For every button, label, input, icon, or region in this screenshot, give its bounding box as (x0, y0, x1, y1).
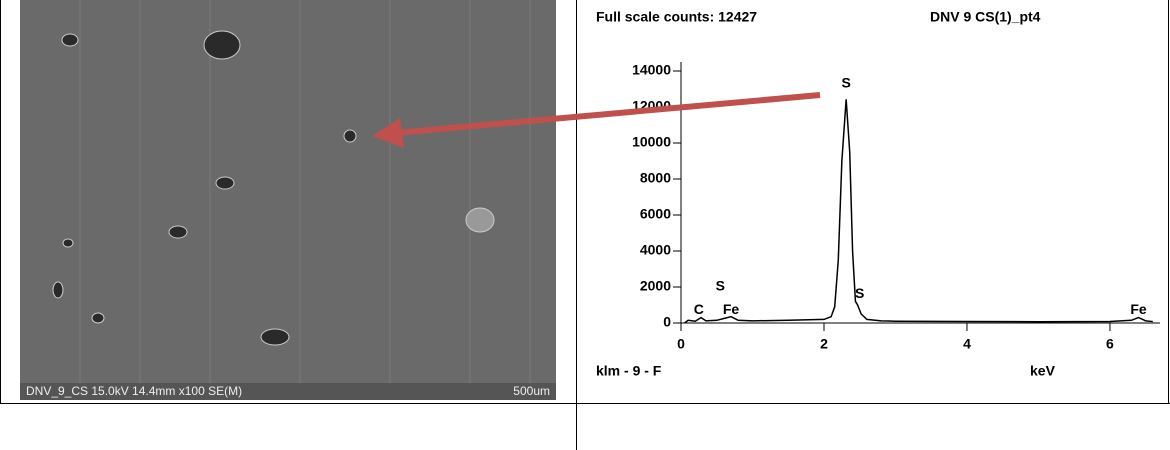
y-tick-label: 14000 (632, 62, 671, 78)
y-tick-label: 2000 (640, 278, 671, 294)
chart-footer: klm - 9 - F (596, 363, 662, 379)
y-tick-label: 10000 (632, 134, 671, 150)
y-tick-label: 4000 (640, 242, 671, 258)
x-axis-label: keV (1030, 363, 1056, 379)
peak-label: Fe (723, 301, 740, 317)
x-tick-label: 6 (1106, 336, 1114, 352)
peak-label: C (694, 301, 704, 317)
y-tick-label: 8000 (640, 170, 671, 186)
chart-subtitle: DNV 9 CS(1)_pt4 (930, 9, 1041, 25)
sem-image: DNV_9_CS 15.0kV 14.4mm x100 SE(M) 500um (20, 0, 556, 400)
peak-label: S (855, 285, 864, 301)
peak-label: S (841, 74, 850, 90)
y-tick-label: 0 (663, 314, 671, 330)
x-tick-label: 2 (820, 336, 828, 352)
sem-scale-label: 500um (513, 384, 550, 398)
chart-title: Full scale counts: 12427 (596, 9, 757, 25)
sem-caption: DNV_9_CS 15.0kV 14.4mm x100 SE(M) (26, 384, 242, 398)
spectrum-line (685, 99, 1153, 323)
page: DNV_9_CS 15.0kV 14.4mm x100 SE(M) 500um … (0, 0, 1170, 450)
y-tick-label: 6000 (640, 206, 671, 222)
x-tick-label: 0 (677, 336, 685, 352)
peak-label: Fe (1130, 301, 1147, 317)
peak-label: S (716, 278, 725, 294)
x-tick-label: 4 (963, 336, 971, 352)
